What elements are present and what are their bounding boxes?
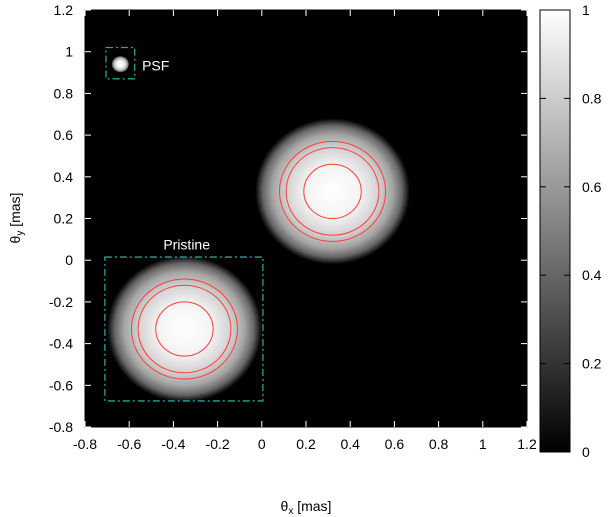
x-tick-label: -0.8 <box>73 436 97 452</box>
y-axis: -0.8 -0.6 -0.4 -0.2 0 0.2 0.4 0.6 0.8 1 1.2 <box>49 2 527 435</box>
colorbar-tick-label: 0 <box>582 444 590 460</box>
annotation-psf: PSF <box>142 57 169 73</box>
plot-area: PSF Pristine <box>84 9 528 428</box>
colorbar: 0 0.2 0.4 0.6 0.8 1 <box>539 2 602 460</box>
annotations-layer: PSF Pristine <box>142 57 210 252</box>
sources-layer <box>107 55 410 402</box>
colorbar-tick-label: 0.4 <box>582 267 602 283</box>
boxes-layer <box>104 46 264 402</box>
x-tick-label: 0.8 <box>429 436 449 452</box>
y-tick-label: -0.2 <box>49 294 73 310</box>
colorbar-ticks: 0 0.2 0.4 0.6 0.8 1 <box>540 2 602 460</box>
y-tick-label: 0.6 <box>54 127 74 143</box>
x-tick-label: -0.2 <box>206 436 230 452</box>
y-axis-label: θy [mas] <box>7 193 26 244</box>
x-axis: -0.8 -0.6 -0.4 -0.2 0 0.2 0.4 0.6 0.8 1 1.2 <box>73 10 537 452</box>
contour-line <box>155 301 214 357</box>
source-blob-psf <box>111 55 130 73</box>
x-tick-label: 1 <box>479 436 487 452</box>
contour-line <box>137 284 232 374</box>
y-tick-label: -0.4 <box>49 336 73 352</box>
x-tick-label: 0.6 <box>385 436 405 452</box>
contour-line <box>130 278 238 380</box>
x-tick-label: 1.2 <box>517 436 537 452</box>
contour-line <box>285 147 380 236</box>
y-tick-label: 0.4 <box>54 169 74 185</box>
colorbar-gradient <box>539 9 571 453</box>
contours-layer <box>130 140 387 380</box>
box-pristine <box>104 256 264 402</box>
source-blob-pristine <box>107 256 262 402</box>
y-tick-label: 0 <box>65 252 73 268</box>
x-tick-label: -0.4 <box>161 436 185 452</box>
y-tick-label: 1.2 <box>54 2 74 18</box>
y-tick-label: -0.8 <box>49 419 73 435</box>
contour-line <box>303 163 362 220</box>
annotation-pristine: Pristine <box>163 237 210 253</box>
y-tick-label: -0.6 <box>49 377 73 393</box>
y-tick-label: 0.2 <box>54 211 74 227</box>
x-axis-label: θx [mas] <box>281 498 332 517</box>
x-tick-label: 0 <box>258 436 266 452</box>
y-tick-label: 1 <box>65 44 73 60</box>
x-tick-label: 0.2 <box>296 436 316 452</box>
y-tick-label: 0.8 <box>54 85 74 101</box>
x-tick-label: 0.4 <box>340 436 360 452</box>
colorbar-tick-label: 1 <box>582 2 590 18</box>
x-tick-label: -0.6 <box>117 436 141 452</box>
colorbar-tick-label: 0.6 <box>582 179 602 195</box>
colorbar-tick-label: 0.8 <box>582 90 602 106</box>
colorbar-tick-label: 0.2 <box>582 356 602 372</box>
source-blob-1 <box>255 118 410 265</box>
contour-line <box>278 140 387 242</box>
